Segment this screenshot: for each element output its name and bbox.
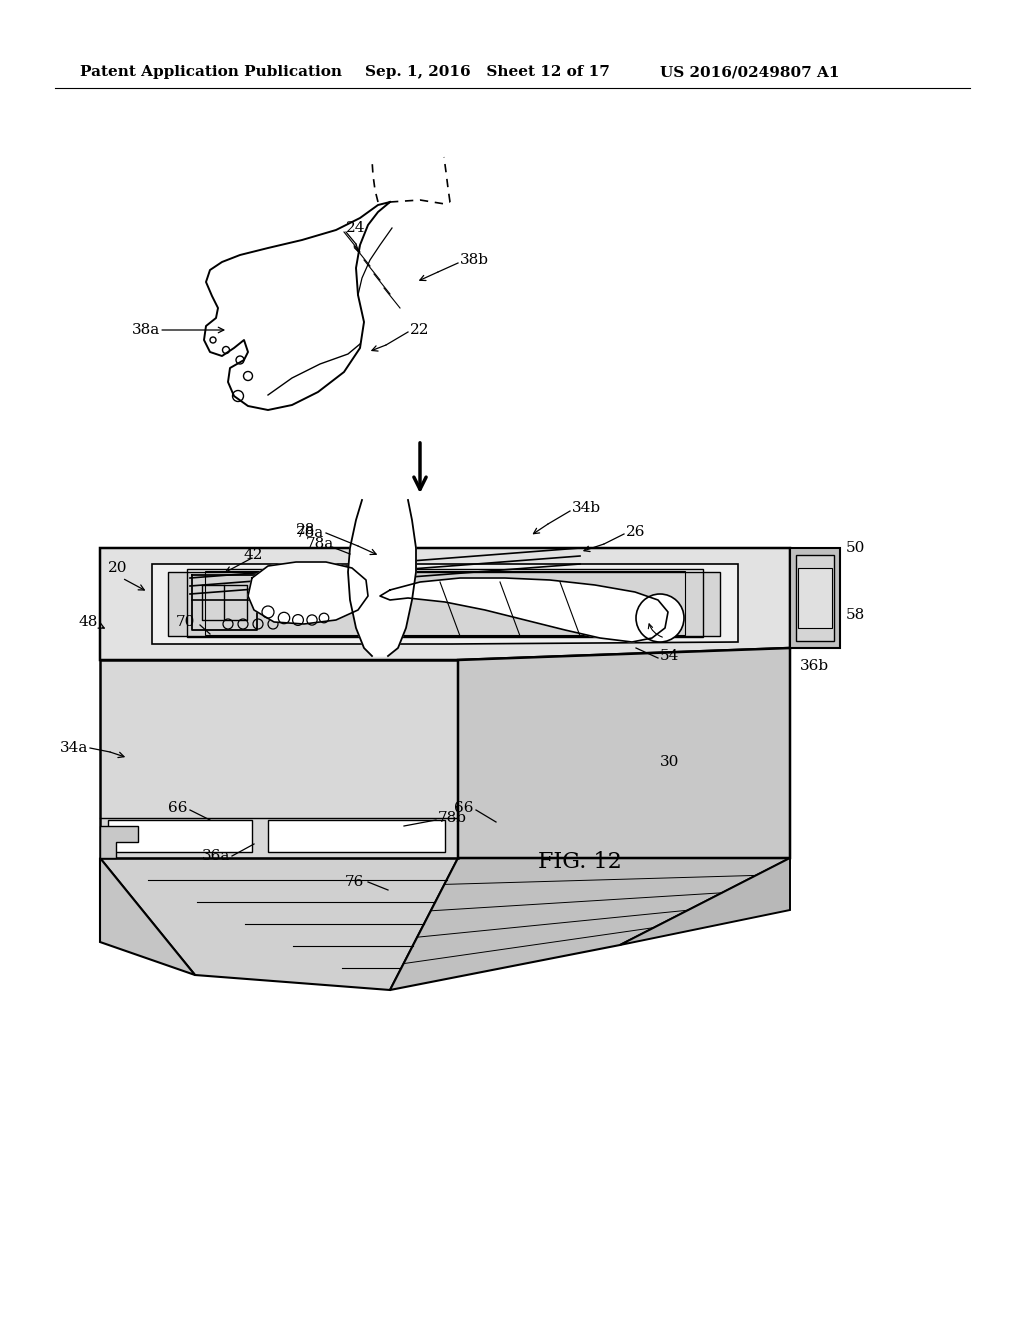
Text: 66: 66 <box>454 801 473 814</box>
Text: 76: 76 <box>345 875 365 888</box>
Polygon shape <box>796 554 834 642</box>
Polygon shape <box>100 858 458 990</box>
Text: 24: 24 <box>346 220 366 235</box>
Text: 28: 28 <box>296 523 315 537</box>
Polygon shape <box>348 500 416 656</box>
Text: 70: 70 <box>176 615 196 630</box>
Polygon shape <box>100 826 138 858</box>
Polygon shape <box>790 548 840 648</box>
Polygon shape <box>390 858 790 990</box>
Polygon shape <box>458 648 790 858</box>
Text: 42: 42 <box>244 548 263 562</box>
Text: 48: 48 <box>79 615 98 630</box>
Text: 36b: 36b <box>800 659 829 673</box>
Text: 54: 54 <box>660 649 679 663</box>
Text: 50: 50 <box>846 541 865 554</box>
Text: 58: 58 <box>846 609 865 622</box>
Text: 38b: 38b <box>460 253 489 267</box>
Text: 78a: 78a <box>306 537 334 550</box>
Text: 78b: 78b <box>438 810 467 825</box>
Text: 36a: 36a <box>202 849 230 863</box>
Text: Sep. 1, 2016   Sheet 12 of 17: Sep. 1, 2016 Sheet 12 of 17 <box>365 65 610 79</box>
Text: Patent Application Publication: Patent Application Publication <box>80 65 342 79</box>
Text: 78a: 78a <box>296 525 325 540</box>
Polygon shape <box>248 562 368 624</box>
Polygon shape <box>380 578 668 642</box>
Text: FIG. 12: FIG. 12 <box>538 851 622 873</box>
Text: 22: 22 <box>410 323 429 337</box>
Text: 34a: 34a <box>59 741 88 755</box>
Circle shape <box>636 594 684 642</box>
Polygon shape <box>204 202 390 411</box>
Text: 20: 20 <box>108 561 128 576</box>
Polygon shape <box>620 648 790 945</box>
Text: 66: 66 <box>168 801 187 814</box>
Polygon shape <box>152 564 738 644</box>
Polygon shape <box>108 820 252 851</box>
Text: US 2016/0249807 A1: US 2016/0249807 A1 <box>660 65 840 79</box>
Text: 26: 26 <box>626 525 645 539</box>
Polygon shape <box>168 572 720 636</box>
Text: 30: 30 <box>660 755 679 770</box>
Text: 34b: 34b <box>572 502 601 515</box>
Polygon shape <box>100 660 458 858</box>
Text: 38a: 38a <box>132 323 160 337</box>
Polygon shape <box>798 568 831 628</box>
Polygon shape <box>268 820 445 851</box>
Polygon shape <box>100 858 195 975</box>
Polygon shape <box>100 548 790 660</box>
